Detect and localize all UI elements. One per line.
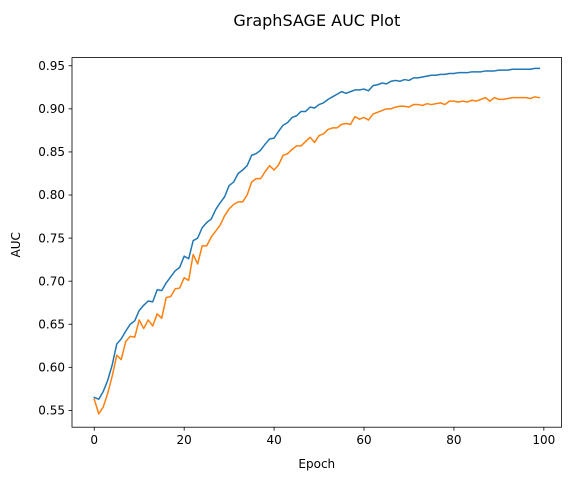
chart-title: GraphSAGE AUC Plot — [233, 11, 400, 30]
x-tick-label: 100 — [532, 433, 555, 447]
y-tick-label: 0.60 — [38, 361, 65, 375]
series-layer — [94, 68, 539, 413]
y-tick-label: 0.85 — [38, 145, 65, 159]
y-tick-label: 0.75 — [38, 231, 65, 245]
series-line-2 — [94, 97, 539, 414]
y-tick-label: 0.80 — [38, 188, 65, 202]
x-tick-label: 80 — [446, 433, 461, 447]
y-axis: 0.55 0.60 0.65 0.70 0.75 0.80 0.85 0.90 0.95 — [38, 59, 72, 418]
x-tick-label: 60 — [356, 433, 371, 447]
y-tick-label: 0.70 — [38, 274, 65, 288]
x-tick-label: 40 — [266, 433, 281, 447]
x-tick-label: 0 — [90, 433, 98, 447]
y-axis-label: AUC — [9, 232, 23, 257]
plot-area — [72, 58, 562, 428]
x-axis-label: Epoch — [298, 457, 335, 471]
plot-frame — [72, 58, 562, 428]
series-line-1 — [94, 68, 539, 399]
y-tick-label: 0.55 — [38, 404, 65, 418]
x-tick-label: 20 — [177, 433, 192, 447]
y-tick-label: 0.90 — [38, 102, 65, 116]
y-tick-label: 0.95 — [38, 59, 65, 73]
y-tick-label: 0.65 — [38, 317, 65, 331]
x-axis: 0 20 40 60 80 100 — [90, 427, 555, 447]
